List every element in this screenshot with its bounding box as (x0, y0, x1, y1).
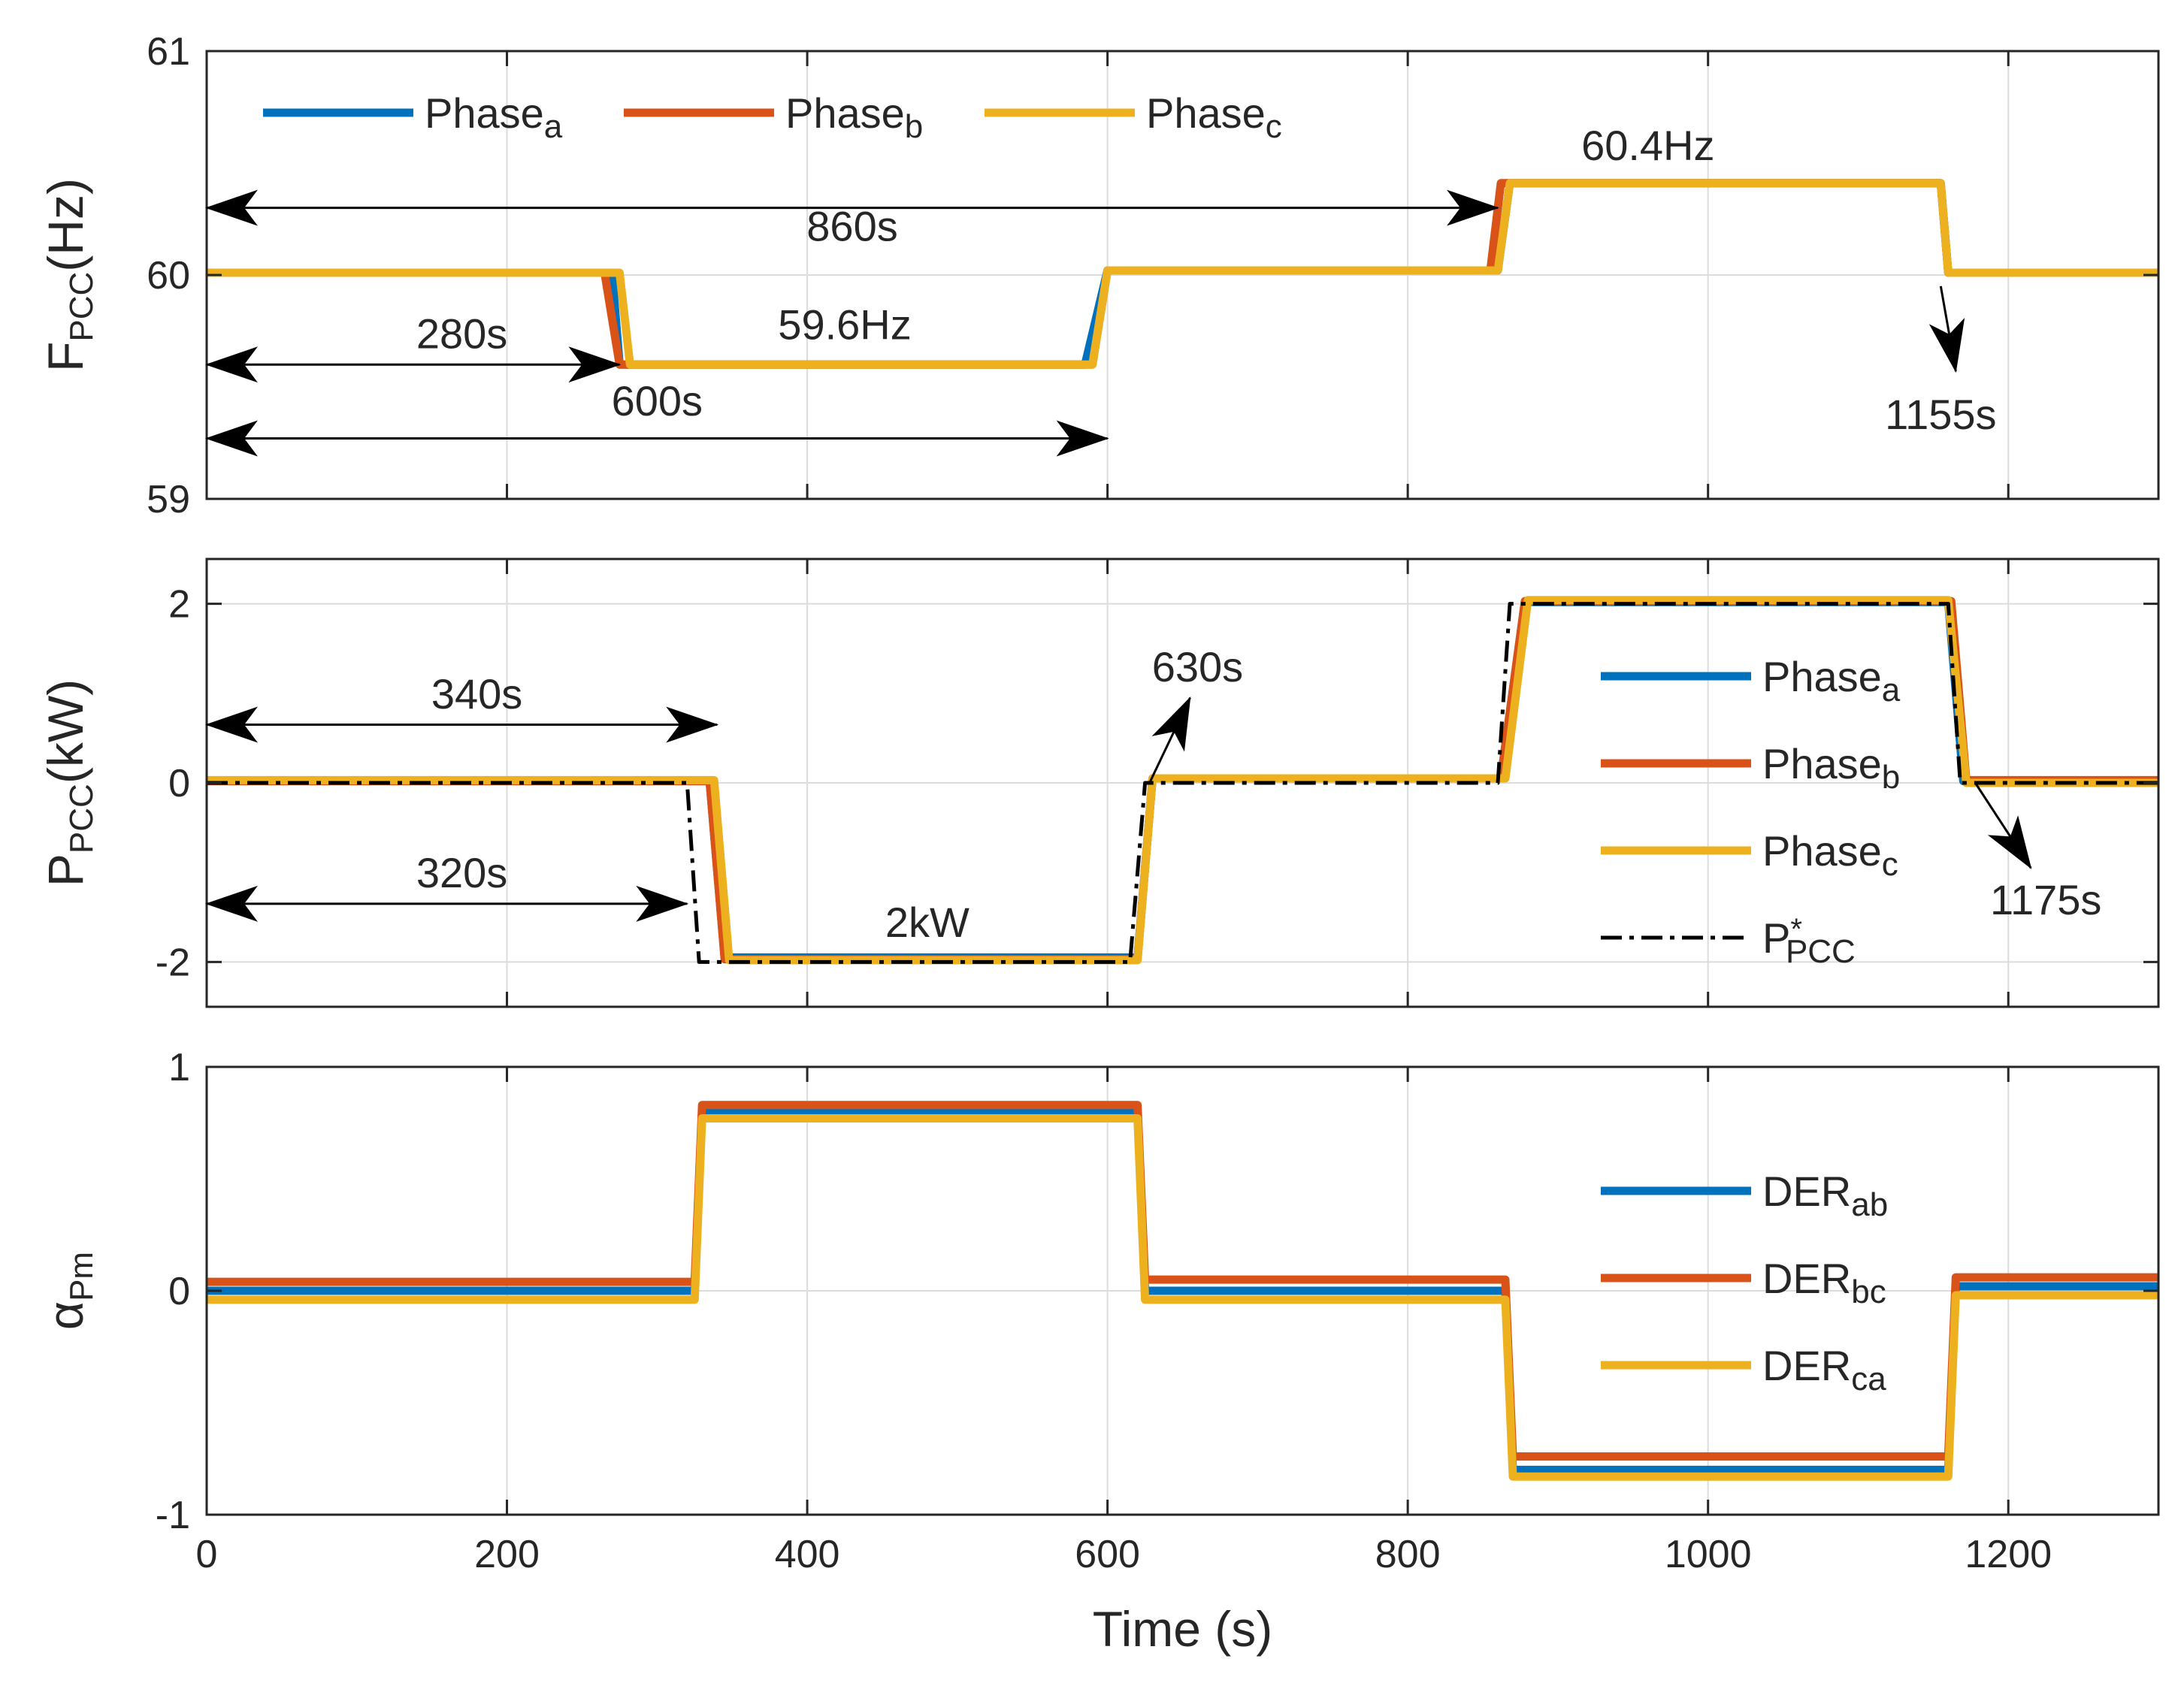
annotation-label: 280s (416, 310, 507, 357)
legend-label-sub: c (1266, 108, 1282, 145)
y-axis-label: PPCC(kW) (38, 679, 100, 887)
legend-label: DERca (1762, 1342, 1886, 1397)
annotation-label: 320s (416, 849, 507, 896)
y-tick-label: 0 (168, 1270, 190, 1313)
y-tick-label: 61 (147, 30, 190, 74)
y-tick-label: 59 (147, 478, 190, 521)
y-axis-label: FPCC(Hz) (38, 178, 100, 372)
annotation-label: 860s (806, 202, 897, 249)
annotation-label: 340s (431, 670, 522, 718)
legend-label-main: Phase (1762, 653, 1882, 700)
legend-label-main: Phase (1146, 89, 1266, 137)
y-tick-label: 60 (147, 254, 190, 298)
annotation-label: 59.6Hz (778, 301, 911, 349)
legend-label-main: Phase (785, 89, 905, 137)
annotation-arrow (1928, 286, 1965, 373)
legend-label: Phasec (1146, 89, 1282, 145)
series-line-3 (207, 596, 2158, 965)
y-tick-label: 0 (168, 762, 190, 805)
x-tick-label: 1200 (1965, 1533, 2052, 1576)
annotation-arrow (1974, 782, 2032, 869)
series-line-4 (207, 602, 2158, 964)
legend-label-sub: b (1882, 759, 1900, 796)
y-axis-label-main: (Hz) (38, 178, 93, 272)
annotation-label: 60.4Hz (1581, 122, 1714, 169)
x-tick-label: 800 (1375, 1533, 1441, 1576)
y-axis-label-sub: Pm (63, 1252, 100, 1301)
legend-label: Phasec (1762, 827, 1898, 883)
annotation-label: 2kW (885, 899, 969, 946)
y-axis-label-main: α (38, 1301, 93, 1330)
legend-label-sub: ab (1851, 1186, 1888, 1223)
legend-label-main: Phase (1762, 740, 1882, 787)
y-axis-label-sub: PCC (63, 272, 100, 342)
annotation-label: 630s (1152, 643, 1243, 690)
x-tick-label: 200 (474, 1533, 540, 1576)
y-tick-label: 2 (168, 583, 190, 627)
legend-label-main: Phase (425, 89, 544, 137)
annotation-label: 600s (612, 377, 703, 425)
series-line-3 (207, 1114, 2158, 1481)
legend-label-sup: * (1790, 913, 1802, 946)
y-tick-label: -2 (156, 941, 190, 984)
series-line-3 (207, 179, 2158, 369)
y-tick-label: 1 (168, 1046, 190, 1089)
legend-label-sub: c (1882, 846, 1898, 883)
legend-label-sub: b (905, 108, 923, 145)
legend-label: DERbc (1762, 1255, 1886, 1310)
x-tick-label: 1000 (1665, 1533, 1752, 1576)
legend-label: Phaseb (785, 89, 923, 145)
y-tick-label: -1 (156, 1494, 190, 1537)
legend-label-main: DER (1762, 1342, 1851, 1389)
legend-label: DERab (1762, 1168, 1888, 1223)
y-axis-label-main: F (38, 342, 93, 372)
x-axis-label: Time (s) (1093, 1601, 1273, 1657)
y-axis-label-sub: PCC (63, 784, 100, 854)
annotation-label: 1155s (1885, 391, 1996, 438)
legend-label-sub: a (1882, 672, 1901, 709)
legend-label: Phasea (425, 89, 563, 145)
legend-label-main: DER (1762, 1168, 1851, 1215)
legend-label-sub: ca (1851, 1361, 1886, 1397)
y-axis-label-main: (kW) (38, 679, 93, 784)
legend-label-sub: PCC (1786, 933, 1856, 970)
legend-label-main: P (1762, 914, 1790, 962)
annotation-arrow (1148, 696, 1191, 784)
legend-label-main: Phase (1762, 827, 1882, 875)
x-tick-label: 0 (196, 1533, 218, 1576)
y-axis-label-main: P (38, 854, 93, 887)
annotation-label: 1175s (1990, 876, 2101, 923)
legend-label-sub: a (544, 108, 563, 145)
x-tick-label: 400 (775, 1533, 840, 1576)
legend-label: Phaseb (1762, 740, 1900, 796)
legend-label: Phasea (1762, 653, 1901, 709)
legend-label-main: DER (1762, 1255, 1851, 1302)
x-tick-label: 600 (1075, 1533, 1140, 1576)
legend-label: P* PCC (1762, 913, 1856, 970)
y-axis-label: αPm (38, 1252, 100, 1330)
legend-label-sub: bc (1851, 1274, 1886, 1310)
